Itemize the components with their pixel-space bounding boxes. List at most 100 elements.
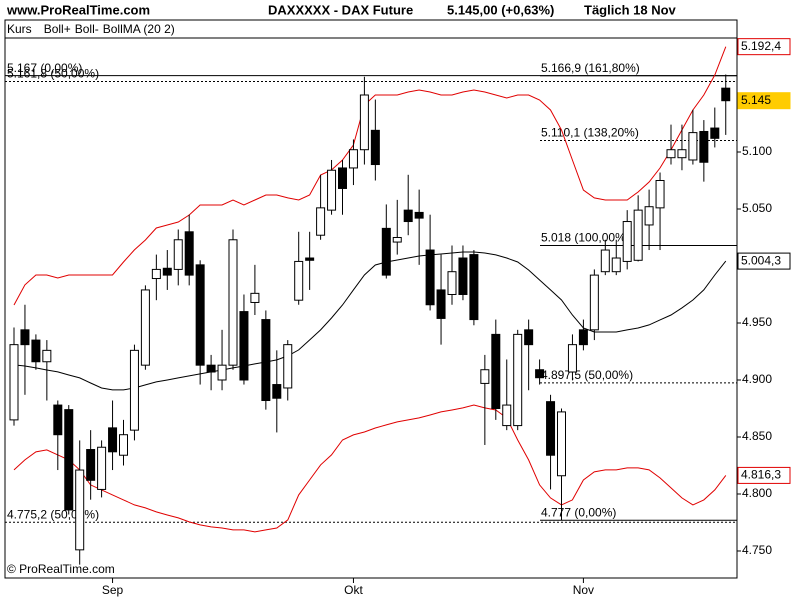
candle-body <box>239 311 249 381</box>
candle-body <box>75 469 85 551</box>
candle-body <box>305 257 315 261</box>
candle-body <box>513 333 523 427</box>
candle-body <box>688 132 698 161</box>
candle-body <box>666 149 676 159</box>
candle-body <box>699 130 709 163</box>
candle-body <box>140 289 150 366</box>
candle-body <box>480 369 490 384</box>
candle-body <box>611 257 621 273</box>
band-line <box>13 404 727 533</box>
fib-label: 5.167 (0,00%) <box>7 61 82 75</box>
candle-body <box>261 319 271 402</box>
candle-body <box>567 344 577 373</box>
candle-body <box>381 227 391 276</box>
candle-body <box>316 207 326 236</box>
candle-body <box>447 271 457 295</box>
candle-body <box>710 127 720 139</box>
band-line <box>13 46 727 306</box>
candle-body <box>403 209 413 223</box>
fib-label: 4.775,2 (50,00%) <box>7 507 99 521</box>
value-label: 4.816,3 <box>741 468 781 482</box>
candle-body <box>392 236 402 243</box>
value-label-box <box>737 466 791 484</box>
value-label: 5.004,3 <box>741 253 781 267</box>
candle-body <box>228 239 238 366</box>
candle-body <box>633 209 643 261</box>
period: Täglich 18 Nov <box>584 2 677 17</box>
fib-label: 5.166,9 (161,80%) <box>541 61 640 75</box>
candle-body <box>359 94 369 151</box>
candle-body <box>283 344 293 389</box>
candle-body <box>370 129 380 166</box>
candle-body <box>31 339 41 363</box>
candle-body <box>469 254 479 321</box>
y-tick-label: 5.050 <box>742 201 772 215</box>
candle-body <box>184 231 194 276</box>
candle-body <box>195 264 205 366</box>
candle-body <box>97 446 107 490</box>
fib-label: 5.161,8 (50,00%) <box>7 67 99 81</box>
candle-body <box>338 167 347 189</box>
candle-body <box>546 401 556 456</box>
candle-body <box>644 206 654 226</box>
candle-body <box>108 427 118 453</box>
x-tick-label: Sep <box>102 583 124 597</box>
candle-body <box>589 274 599 331</box>
candle-body <box>458 257 468 295</box>
candle-body <box>655 179 665 209</box>
y-tick-label: 4.950 <box>742 315 772 329</box>
legend-entry: BollMA (20 2) <box>103 22 175 36</box>
candle-body <box>600 249 610 273</box>
candle-body <box>327 169 337 211</box>
candle-body <box>250 292 260 303</box>
fib-label: 5.018 (100,00%) <box>541 231 630 245</box>
quote: 5.145,00 (+0,63%) <box>447 2 554 17</box>
candle-body <box>119 434 128 456</box>
candle-body <box>491 333 501 409</box>
value-label: 5.192,4 <box>741 39 781 53</box>
candle-body <box>535 369 545 379</box>
instrument: DAXXXXX - DAX Future <box>268 2 413 17</box>
candle-body <box>86 449 96 481</box>
legend-entry: Boll- <box>75 22 99 36</box>
fib-label: 4.777 (0,00%) <box>541 505 616 519</box>
candle-body <box>348 149 358 169</box>
legend-price: Kurs <box>7 22 32 36</box>
value-label-box <box>737 252 791 270</box>
value-label: 5.145 <box>741 93 771 107</box>
candle-body <box>217 364 227 381</box>
candle-body <box>414 211 424 219</box>
candle-body <box>578 329 588 346</box>
candle-body <box>502 404 512 427</box>
fib-label: 4.897,5 (50,00%) <box>541 368 633 382</box>
candle-body <box>557 411 566 477</box>
watermark: © ProRealTime.com <box>7 562 115 576</box>
candle-body <box>294 260 304 301</box>
site: www.ProRealTime.com <box>6 2 150 17</box>
value-label-box <box>737 38 791 56</box>
candle-body <box>206 364 216 373</box>
y-tick-label: 4.900 <box>742 372 772 386</box>
candle-body <box>64 409 74 511</box>
candle-body <box>53 404 63 436</box>
candle-body <box>162 267 172 276</box>
candle-body <box>436 289 446 319</box>
legend-entry: Boll+ <box>44 22 71 36</box>
value-label-box <box>737 92 791 110</box>
candle-body <box>129 349 139 431</box>
y-tick-label: 4.800 <box>742 486 772 500</box>
candle-body <box>151 268 161 280</box>
candle-body <box>721 87 731 102</box>
candle-body <box>622 221 632 262</box>
candle-body <box>677 149 687 159</box>
y-tick-label: 4.750 <box>742 543 772 557</box>
candle-body <box>9 344 19 421</box>
x-tick-label: Okt <box>344 583 363 597</box>
candle-body <box>173 239 183 270</box>
candle-body <box>524 329 534 346</box>
candle-body <box>425 249 435 306</box>
y-tick-label: 5.100 <box>742 144 772 158</box>
candle-body <box>20 329 30 346</box>
candle-body <box>272 384 282 399</box>
